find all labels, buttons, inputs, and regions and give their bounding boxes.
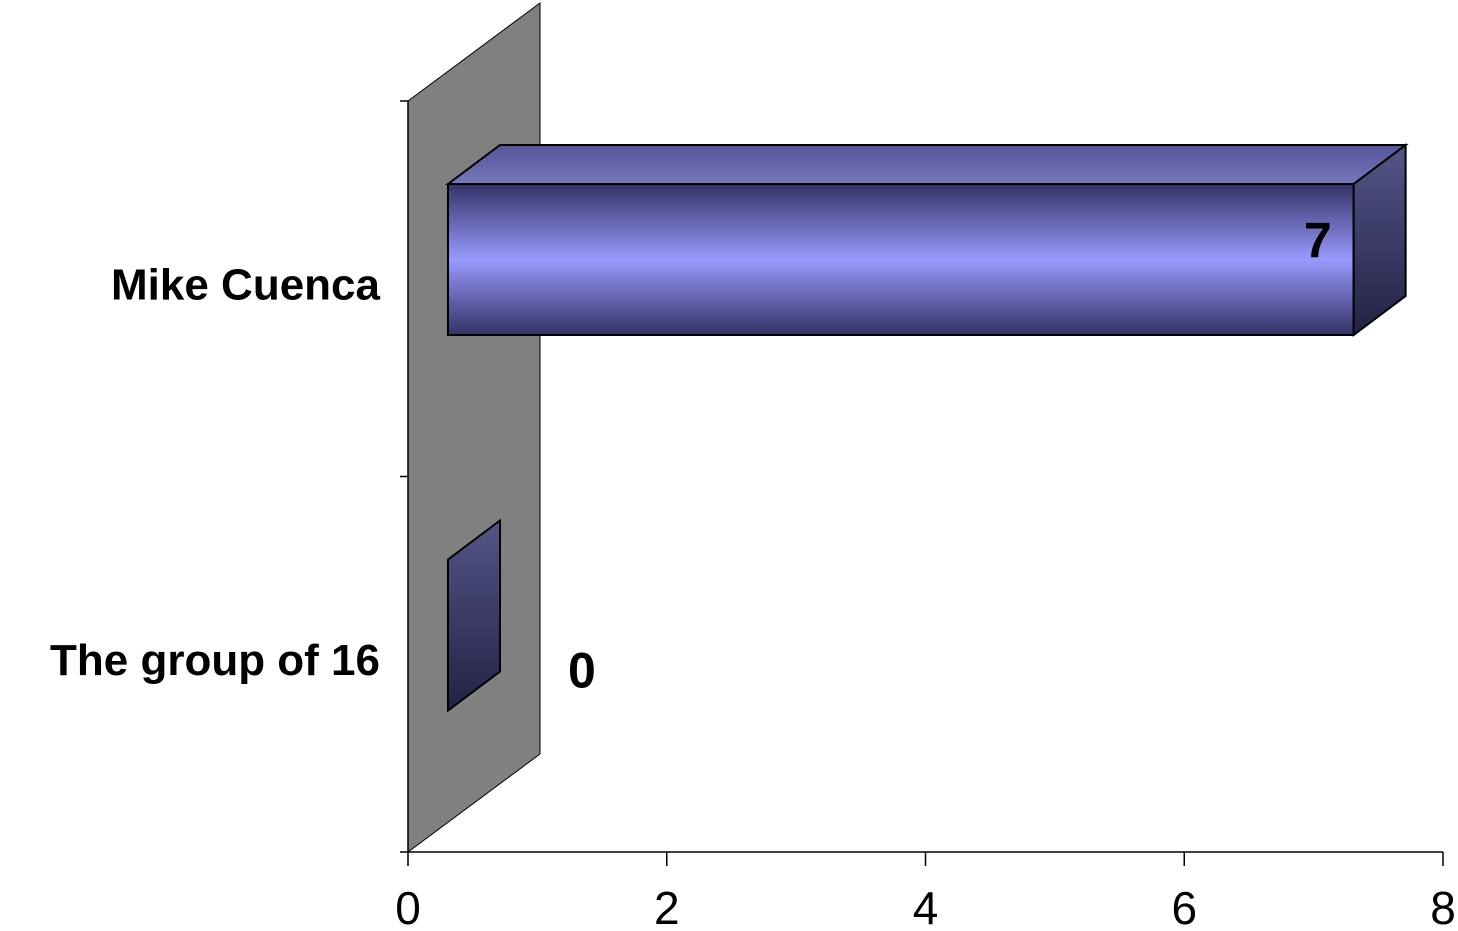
- bar: [447, 518, 501, 713]
- x-tick-label: 8: [1430, 882, 1456, 931]
- bar-side-face: [447, 518, 501, 713]
- bar-front-face: [447, 183, 1355, 336]
- data-label: 0: [568, 643, 596, 699]
- bar-top-face: [445, 144, 1409, 185]
- x-tick-label: 4: [913, 882, 939, 931]
- x-tick-label: 2: [654, 882, 680, 931]
- x-tick-label: 6: [1171, 882, 1197, 931]
- x-tick-label: 0: [395, 882, 421, 931]
- data-label: 7: [1304, 213, 1332, 269]
- bar: [445, 143, 1409, 337]
- category-label: Mike Cuenca: [111, 261, 381, 310]
- side-wall: [407, 2, 541, 853]
- bar-side-face: [1352, 143, 1407, 337]
- category-label: The group of 16: [50, 636, 380, 685]
